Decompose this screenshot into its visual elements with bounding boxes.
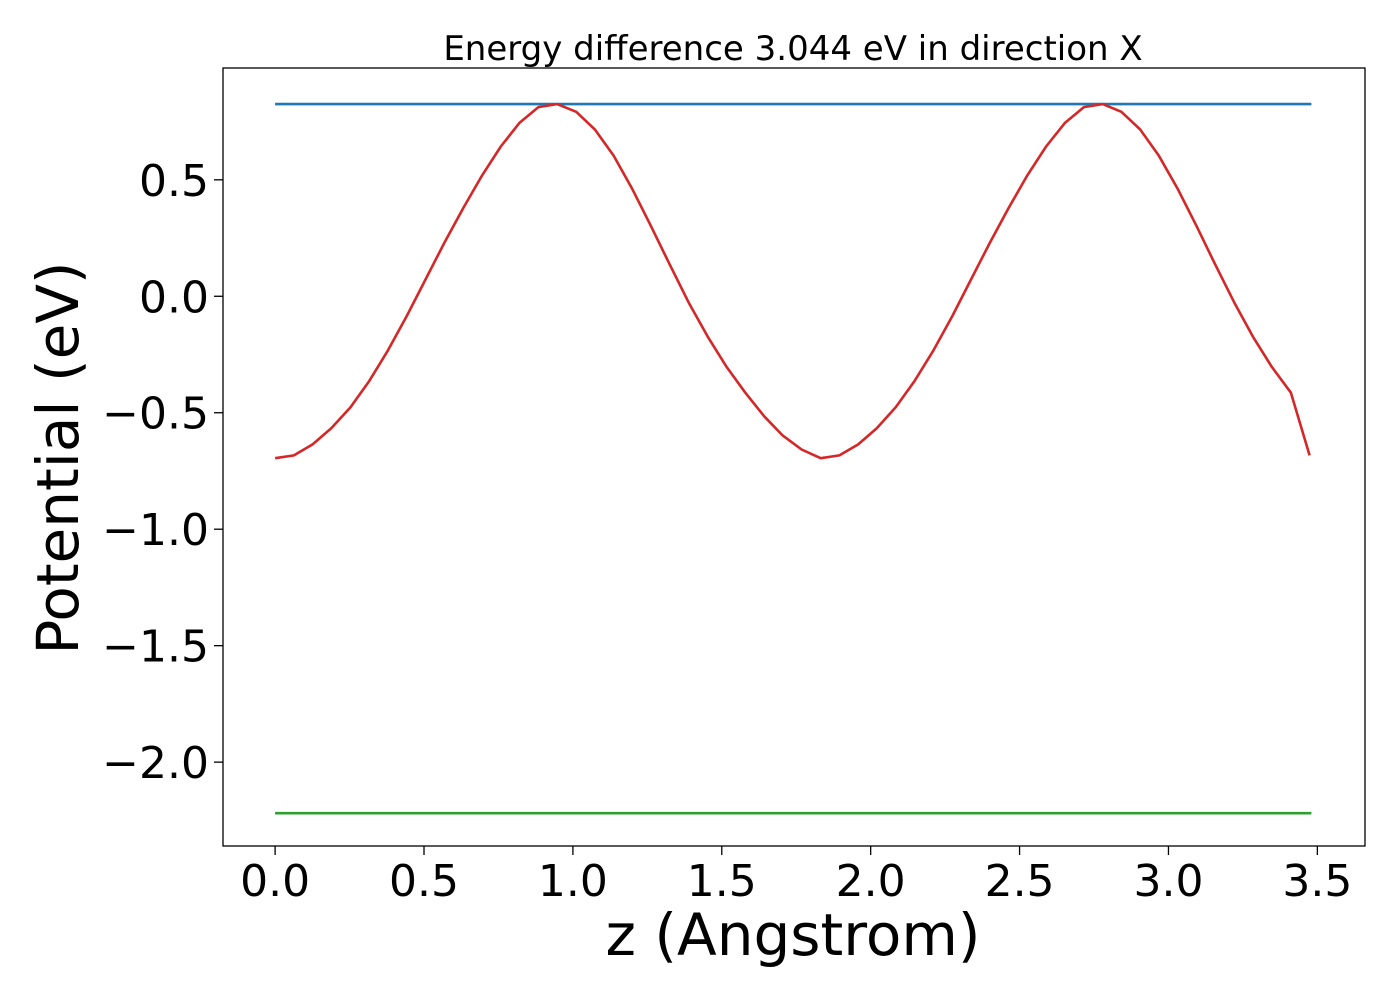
x-axis-ticks: 0.0 0.5 1.0 1.5 2.0 2.5 3.0 3.5 [240, 846, 1352, 907]
y-tick-label: −1.0 [102, 505, 209, 556]
series-layer [274, 102, 1312, 815]
x-tick-label: 0.5 [389, 856, 459, 907]
x-tick-label: 3.5 [1282, 856, 1352, 907]
series-line-2 [274, 102, 1311, 460]
y-tick-label: −0.5 [102, 389, 209, 440]
y-tick-label: 0.0 [139, 272, 209, 323]
plot-area-frame [222, 67, 1366, 847]
x-tick-label: 2.5 [985, 856, 1055, 907]
chart-title: Energy difference 3.044 eV in direction … [443, 29, 1142, 69]
x-axis-label: z (Angstrom) [606, 901, 981, 969]
y-axis-label: Potential (eV) [24, 261, 92, 654]
x-tick-label: 3.0 [1133, 856, 1203, 907]
x-tick-label: 1.5 [687, 856, 757, 907]
x-tick-label: 1.0 [538, 856, 608, 907]
y-axis-ticks: 0.5 0.0 −0.5 −1.0 −1.5 −2.0 [102, 156, 223, 789]
x-tick-label: 0.0 [240, 856, 310, 907]
x-tick-label: 2.0 [836, 856, 906, 907]
y-tick-label: 0.5 [139, 156, 209, 207]
y-tick-label: −2.0 [102, 738, 209, 789]
y-tick-label: −1.5 [102, 622, 209, 673]
